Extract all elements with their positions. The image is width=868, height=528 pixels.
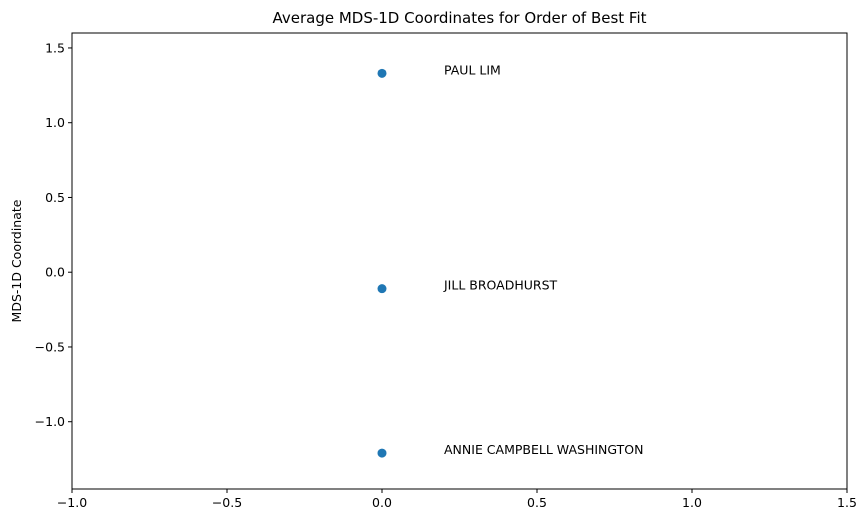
data-point: [377, 448, 387, 458]
y-axis: −1.0 −0.5 0.0 0.5 1.0 1.5: [35, 40, 72, 429]
x-tick-label: 1.0: [682, 495, 702, 510]
plot-area: PAUL LIM JILL BROADHURST ANNIE CAMPBELL WA…: [377, 62, 643, 458]
y-tick-label: 0.0: [45, 265, 65, 280]
y-tick-label: −0.5: [35, 339, 65, 354]
y-tick-label: 1.0: [45, 115, 65, 130]
x-tick-label: −0.5: [212, 495, 242, 510]
chart-title: Average MDS-1D Coordinates for Order of …: [272, 9, 646, 27]
point-annotation: ANNIE CAMPBELL WASHINGTON: [444, 442, 643, 457]
x-axis: −1.0 −0.5 0.0 0.5 1.0 1.5: [57, 489, 857, 510]
point-annotation: PAUL LIM: [444, 62, 501, 77]
x-tick-label: −1.0: [57, 495, 87, 510]
y-tick-label: 1.5: [45, 40, 65, 55]
y-axis-label: MDS-1D Coordinate: [9, 199, 24, 322]
data-point: [377, 284, 387, 294]
data-point: [377, 68, 387, 78]
x-tick-label: 0.0: [372, 495, 392, 510]
x-tick-label: 0.5: [527, 495, 547, 510]
point-annotation: JILL BROADHURST: [443, 278, 557, 293]
y-tick-label: 0.5: [45, 190, 65, 205]
x-tick-label: 1.5: [837, 495, 857, 510]
plot-frame: [71, 32, 848, 490]
y-tick-label: −1.0: [35, 414, 65, 429]
